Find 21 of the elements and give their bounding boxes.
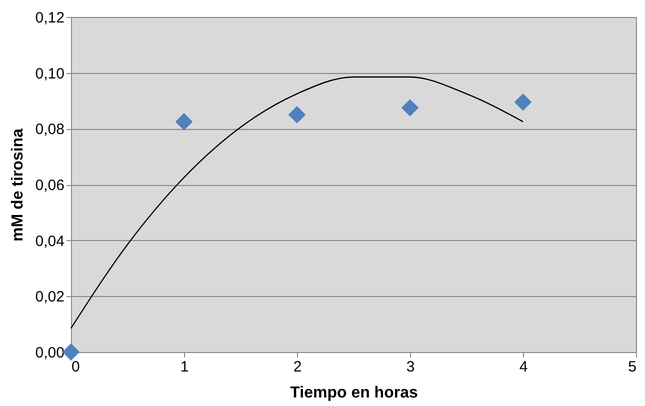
x-tick-label: 4 [519,358,528,376]
x-tick-label: 1 [180,358,189,376]
point [288,106,306,124]
point [401,99,419,116]
line-series [70,76,524,329]
point [62,343,80,361]
y-tick-label: 0,04 [35,232,64,250]
y-tick-label: 0,12 [35,10,64,26]
y-tick-label: 0,06 [35,177,64,194]
y-tick-label: 0,10 [35,65,64,82]
y-tick-label: 0,00 [35,344,64,362]
x-tick-label: 5 [628,358,636,376]
x-axis-title: Tiempo en horas [290,384,418,402]
point [175,113,193,130]
point [514,93,532,111]
x-tick-label: 3 [406,358,415,376]
y-axis-title: mM de tirosina [9,128,26,242]
x-tick-label: 0 [72,358,80,376]
y-tick-label: 0,08 [35,121,64,138]
x-tick-label: 2 [293,358,302,376]
y-tick-label: 0,02 [35,288,64,306]
